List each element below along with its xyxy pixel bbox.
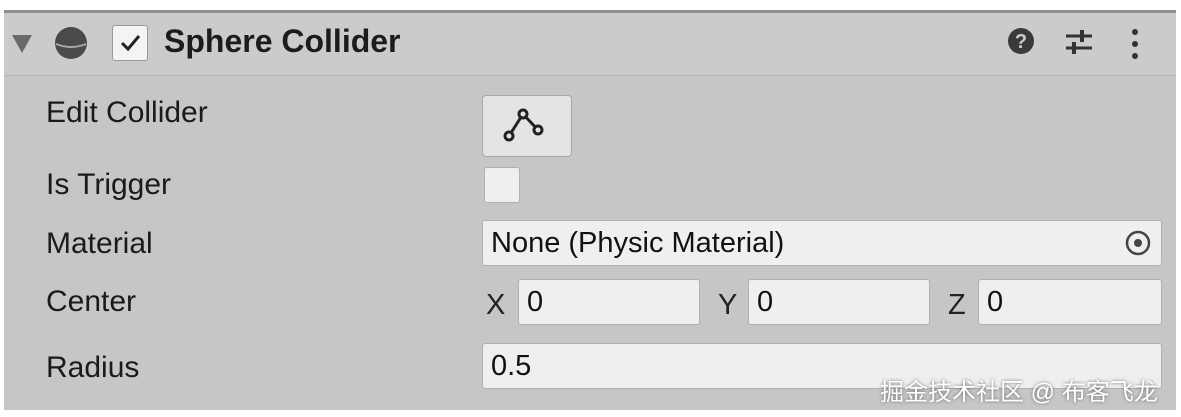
edit-collider-label: Edit Collider: [46, 96, 208, 129]
center-y-label[interactable]: Y: [718, 289, 738, 321]
center-x-label[interactable]: X: [486, 289, 506, 321]
more-options-icon[interactable]: [1130, 27, 1140, 61]
center-z-field[interactable]: 0: [978, 279, 1162, 325]
component-enabled-checkbox[interactable]: [112, 25, 148, 61]
center-label: Center: [46, 285, 137, 318]
sphere-collider-icon: [55, 27, 87, 59]
preset-sliders-icon[interactable]: [1062, 27, 1096, 57]
checkmark-icon: [120, 35, 141, 52]
is-trigger-checkbox[interactable]: [484, 167, 520, 203]
radius-label: Radius: [46, 351, 140, 384]
center-z-label[interactable]: Z: [948, 289, 966, 321]
material-field[interactable]: None (Physic Material): [482, 220, 1162, 266]
center-x-field[interactable]: 0: [518, 279, 700, 325]
material-value: None (Physic Material): [491, 227, 785, 259]
foldout-triangle-icon[interactable]: [10, 33, 34, 55]
watermark: 掘金技术社区 @ 布客飞龙: [880, 379, 1158, 406]
help-icon[interactable]: ?: [1007, 27, 1035, 55]
sphere-collider-panel: Sphere Collider ? Edit Collider Is Trigg…: [4, 10, 1176, 410]
object-picker-icon[interactable]: [1115, 221, 1161, 265]
svg-text:?: ?: [1015, 31, 1027, 53]
component-header[interactable]: Sphere Collider ?: [4, 13, 1176, 76]
is-trigger-label: Is Trigger: [46, 168, 172, 201]
center-y-field[interactable]: 0: [748, 279, 930, 325]
edit-collider-button[interactable]: [482, 95, 572, 157]
radius-field[interactable]: 0.5: [482, 343, 1162, 389]
edit-collider-icon: [503, 108, 544, 142]
material-label: Material: [46, 227, 153, 260]
component-title: Sphere Collider: [164, 23, 401, 59]
